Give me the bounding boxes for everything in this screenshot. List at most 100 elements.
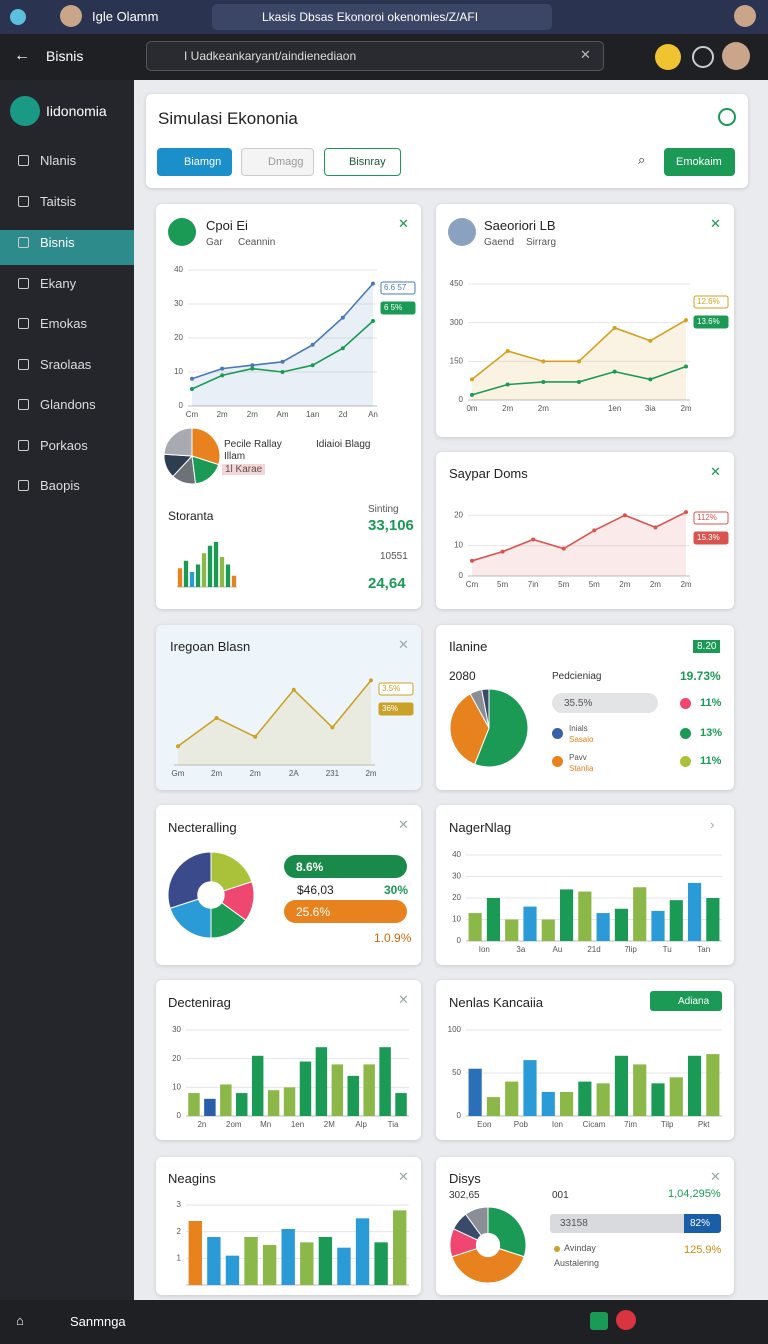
y-tick-label: 100 bbox=[448, 1025, 462, 1034]
y-tick-label: 2 bbox=[177, 1227, 182, 1236]
point bbox=[220, 366, 225, 371]
nav-item[interactable]: Ekany bbox=[40, 275, 77, 291]
point bbox=[648, 377, 653, 382]
note: Idiaioi Blagg bbox=[316, 439, 371, 450]
donut-hole bbox=[475, 1232, 501, 1258]
line-chart: 0 150 300 450 0m 2m 2m 1en 3ia 2m 12.6% 13.6% bbox=[450, 279, 729, 413]
legend-label: Gar bbox=[206, 237, 223, 248]
area-fill bbox=[178, 680, 371, 765]
nav-item[interactable]: Nlanis bbox=[40, 153, 77, 168]
card: Necteralling ✕ 8.6% $46,03 30% 25.6% 1.0… bbox=[156, 805, 421, 965]
bar bbox=[706, 1054, 720, 1116]
button[interactable] bbox=[324, 148, 401, 176]
close[interactable]: ✕ bbox=[398, 817, 409, 832]
note: Pecile Rallay bbox=[224, 439, 282, 450]
close[interactable]: ✕ bbox=[398, 992, 409, 1007]
button[interactable] bbox=[157, 148, 232, 176]
y-tick-label: 450 bbox=[450, 279, 464, 288]
bar-chart: 0 10 20 30 40 Ion 3a Au 21d 7lip Tu Tan bbox=[452, 850, 722, 954]
bar bbox=[267, 1090, 280, 1116]
y-tick-label: 1 bbox=[177, 1253, 182, 1262]
bar bbox=[379, 1047, 391, 1116]
status-icon[interactable] bbox=[590, 1312, 608, 1330]
alert-icon[interactable] bbox=[616, 1310, 636, 1330]
search-icon[interactable]: ⌕ bbox=[638, 152, 646, 167]
button[interactable] bbox=[241, 148, 314, 176]
line-chart: Gm 2m 2m 2A 231 2m 3.5% 36% bbox=[172, 678, 414, 778]
nav-item[interactable]: Bisnis bbox=[40, 235, 75, 250]
line-chart: 0 10 20 30 40 Cm 2m 2m Am 1an 2d An 6.6 57 6 5% bbox=[174, 265, 416, 419]
bar bbox=[374, 1242, 388, 1285]
bar bbox=[596, 1083, 610, 1116]
bar bbox=[363, 1064, 375, 1116]
nav-item[interactable]: Porkaos bbox=[40, 437, 88, 453]
close[interactable]: ✕ bbox=[710, 1169, 721, 1184]
button[interactable] bbox=[664, 148, 735, 176]
nav-item[interactable]: Glandons bbox=[40, 397, 96, 412]
pill bbox=[284, 855, 407, 878]
bar bbox=[706, 898, 720, 941]
close[interactable]: ✕ bbox=[398, 216, 409, 231]
nav-item[interactable]: Emokas bbox=[40, 316, 87, 331]
card: Disys ✕ 302,65 001 1,04,295% 33158 82% A… bbox=[436, 1157, 734, 1295]
nav-item[interactable]: Baopis bbox=[40, 478, 80, 493]
x-tick-label: 2m bbox=[217, 410, 228, 419]
card-title: NagerNlag bbox=[449, 820, 512, 835]
x-tick-label: Cm bbox=[466, 580, 479, 589]
browser-logo bbox=[10, 9, 26, 25]
bar bbox=[687, 882, 702, 941]
profile[interactable] bbox=[734, 5, 756, 27]
badge-icon[interactable] bbox=[655, 44, 681, 70]
x-tick-label: 2m bbox=[250, 769, 261, 778]
expand[interactable]: › bbox=[710, 817, 715, 832]
bar bbox=[505, 919, 519, 941]
bar bbox=[331, 1064, 344, 1116]
card: NagerNlag › 0 10 20 30 40 Ion 3a Au 21d 7lip Tu Tan bbox=[436, 805, 734, 965]
footer-label[interactable]: Sanmnga bbox=[70, 1314, 126, 1329]
button-label: Emokaim bbox=[676, 156, 722, 168]
point bbox=[369, 678, 373, 683]
bar-chart: 1 2 3 bbox=[177, 1200, 409, 1286]
stat: 33,106 bbox=[368, 517, 414, 534]
x-tick-label: 2m bbox=[650, 580, 661, 589]
close[interactable]: ✕ bbox=[398, 637, 409, 652]
legend-label: Sirrarg bbox=[526, 237, 557, 248]
x-tick-label: 3ia bbox=[645, 404, 656, 413]
tab-title[interactable]: Igle Olamm bbox=[92, 9, 159, 24]
line-chart: 0 10 20 Cm 5m 7in 5m 5m 2m 2m 2m 112% 15.3% bbox=[454, 510, 729, 589]
url-bar[interactable] bbox=[212, 4, 552, 30]
nav-item[interactable]: Taitsis bbox=[40, 194, 77, 209]
stats-title: Storanta bbox=[168, 509, 214, 523]
x-tick-label: 2d bbox=[338, 410, 347, 419]
legend-label: Pavv bbox=[569, 753, 587, 762]
search-box[interactable] bbox=[146, 41, 604, 71]
x-tick-label: 5m bbox=[497, 580, 508, 589]
clear-search[interactable]: ✕ bbox=[580, 47, 591, 62]
close[interactable]: ✕ bbox=[710, 464, 721, 479]
figure: 1.0.9% bbox=[374, 931, 412, 945]
annotation: 112% bbox=[697, 513, 717, 522]
close[interactable]: ✕ bbox=[398, 1169, 409, 1184]
home-icon[interactable]: ⌂ bbox=[16, 1313, 24, 1328]
x-tick-label: Tan bbox=[697, 945, 710, 954]
y-tick-label: 40 bbox=[452, 850, 461, 859]
user-avatar[interactable] bbox=[722, 42, 750, 70]
bar bbox=[468, 1068, 482, 1116]
point bbox=[371, 281, 375, 286]
y-tick-label: 10 bbox=[174, 367, 183, 376]
back-button[interactable]: ← bbox=[14, 47, 30, 64]
dot bbox=[680, 698, 691, 709]
pill-label: 8.6% bbox=[296, 860, 324, 874]
nav-item[interactable]: Sraolaas bbox=[40, 356, 92, 372]
nav-icon bbox=[18, 196, 29, 207]
y-tick-label: 150 bbox=[450, 356, 464, 365]
close[interactable]: ✕ bbox=[710, 216, 721, 231]
y-tick-label: 3 bbox=[177, 1200, 182, 1209]
card-title: Saypar Doms bbox=[449, 466, 528, 481]
bar-chart: 0 10 20 30 2n 2om Mn 1en 2M Alp Tia bbox=[172, 1025, 409, 1129]
dot bbox=[680, 728, 691, 739]
point bbox=[310, 363, 315, 368]
card-title: Iregoan Blasn bbox=[170, 639, 251, 654]
stat: 24,64 bbox=[368, 575, 406, 592]
settings-icon[interactable] bbox=[692, 46, 714, 68]
